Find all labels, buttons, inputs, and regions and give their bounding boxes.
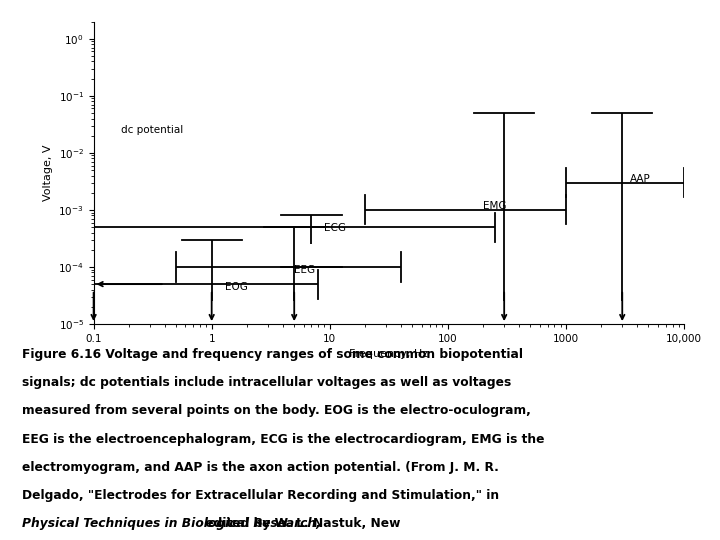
- Text: AAP: AAP: [630, 174, 651, 184]
- Text: Physical Techniques in Biological Research,: Physical Techniques in Biological Resear…: [22, 517, 320, 530]
- Text: dc potential: dc potential: [121, 125, 183, 135]
- Text: Figure 6.16 Voltage and frequency ranges of some common biopotential: Figure 6.16 Voltage and frequency ranges…: [22, 348, 523, 361]
- Text: EMG: EMG: [483, 201, 507, 212]
- Text: signals; dc potentials include intracellular voltages as well as voltages: signals; dc potentials include intracell…: [22, 376, 511, 389]
- Text: ECG: ECG: [324, 223, 346, 233]
- Y-axis label: Voltage, V: Voltage, V: [42, 145, 53, 201]
- Text: EEG: EEG: [294, 265, 315, 274]
- Text: EEG is the electroencephalogram, ECG is the electrocardiogram, EMG is the: EEG is the electroencephalogram, ECG is …: [22, 433, 544, 446]
- Text: Delgado, "Electrodes for Extracellular Recording and Stimulation," in: Delgado, "Electrodes for Extracellular R…: [22, 489, 499, 502]
- Text: electromyogram, and AAP is the axon action potential. (From J. M. R.: electromyogram, and AAP is the axon acti…: [22, 461, 498, 474]
- X-axis label: Frequency, Hz: Frequency, Hz: [349, 349, 428, 359]
- Text: EOG: EOG: [225, 282, 248, 292]
- Text: edited by W. L. Nastuk, New: edited by W. L. Nastuk, New: [201, 517, 400, 530]
- Text: measured from several points on the body. EOG is the electro-oculogram,: measured from several points on the body…: [22, 404, 531, 417]
